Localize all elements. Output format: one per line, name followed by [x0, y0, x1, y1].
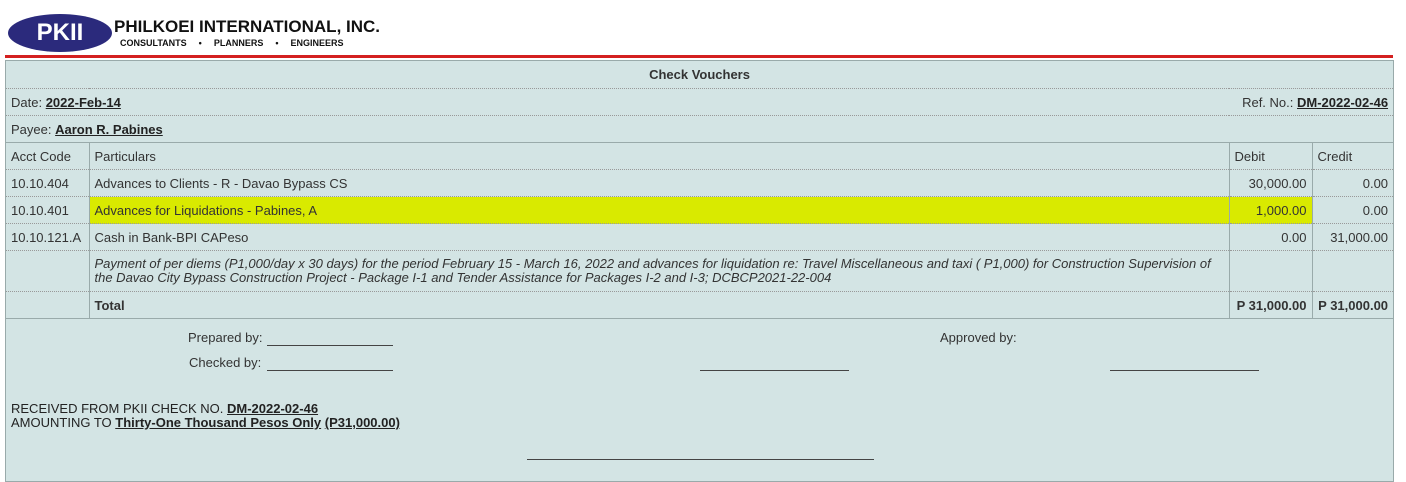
value: (P31,000.00)	[324, 415, 400, 430]
cell: 10.10.404	[6, 169, 90, 197]
table-header: Acct Code Particulars Debit Credit	[6, 142, 1394, 170]
sign-line	[527, 459, 874, 460]
cell-text: Cash in Bank-BPI CAPeso	[94, 229, 249, 245]
value: 2022-Feb-14	[45, 94, 121, 110]
cell-text: 10.10.404	[11, 175, 69, 191]
cell-text: 0.00	[1281, 229, 1307, 245]
tagline: CONSULTANTS • PLANNERS • ENGINEERS	[120, 38, 344, 48]
label: RECEIVED FROM PKII CHECK NO.	[11, 401, 224, 416]
column-header: Debit	[1229, 142, 1313, 170]
prepared-label: Prepared by:	[188, 330, 263, 345]
value: DM-2022-02-46	[227, 401, 319, 416]
cell: 0.00	[1229, 223, 1313, 251]
payee: Payee: Aaron R. Pabines	[6, 115, 1394, 143]
label: AMOUNTING TO	[11, 415, 112, 430]
logo: PKII	[8, 14, 112, 52]
header: PKII PHILKOEI INTERNATIONAL, INC. CONSUL…	[0, 0, 1406, 56]
total-debit: P 31,000.00	[1229, 291, 1313, 319]
description: Payment of per diems (P1,000/day x 30 da…	[89, 250, 1230, 292]
cell-text: 0.00	[1362, 202, 1389, 218]
cell	[1312, 250, 1394, 292]
cell-text: Advances for Liquidations - Pabines, A	[94, 202, 318, 218]
sign-line	[267, 345, 393, 346]
table-row: 10.10.401 Advances for Liquidations - Pab…	[6, 196, 1394, 224]
voucher: Check Vouchers Date: 2022-Feb-14 Ref. No.…	[5, 60, 1394, 482]
cell	[1229, 250, 1313, 292]
column-header: Acct Code	[6, 142, 90, 170]
cell	[6, 250, 90, 292]
cell: 10.10.121.A	[6, 223, 90, 251]
company-name: PHILKOEI INTERNATIONAL, INC.	[114, 17, 381, 36]
title: Check Vouchers	[6, 61, 1394, 89]
cell: Advances to Clients - R - Davao Bypass C…	[89, 169, 1230, 197]
cell	[6, 291, 90, 319]
total-label: Total	[89, 291, 1230, 319]
cell: 1,000.00	[1229, 196, 1313, 224]
table-row: 10.10.121.A Cash in Bank-BPI CAPeso 0.00 31…	[6, 223, 1394, 251]
cell: 0.00	[1312, 196, 1394, 224]
label: Ref. No.:	[1242, 94, 1294, 110]
receipt-line: AMOUNTING TO Thirty-One Thousand Pesos O…	[11, 416, 400, 430]
cell: Cash in Bank-BPI CAPeso	[89, 223, 1230, 251]
total-row: Total P 31,000.00 P 31,000.00	[6, 291, 1394, 319]
cell-text: 10.10.401	[11, 202, 69, 218]
cell-text: 10.10.121.A	[11, 229, 82, 245]
cell: 10.10.401	[6, 196, 90, 224]
voucher-table: Check Vouchers Date: 2022-Feb-14 Ref. No.…	[6, 61, 1394, 319]
description-row: Payment of per diems (P1,000/day x 30 da…	[6, 250, 1394, 292]
approved-label: Approved by:	[940, 330, 1017, 345]
tagline-item: PLANNERS	[213, 38, 264, 48]
cell: 31,000.00	[1312, 223, 1394, 251]
value: Thirty-One Thousand Pesos Only	[115, 415, 322, 430]
checked-label: Checked by:	[189, 355, 262, 370]
cell: Advances for Liquidations - Pabines, A	[89, 196, 1230, 224]
sign-line	[267, 370, 393, 371]
cell-text: 31,000.00	[1330, 229, 1389, 245]
value: DM-2022-02-46	[1297, 94, 1389, 110]
value: Aaron R. Pabines	[55, 121, 163, 137]
sign-line	[700, 370, 849, 371]
cell-text: 1,000.00	[1255, 202, 1307, 218]
column-header: Credit	[1312, 142, 1394, 170]
cell-text: Advances to Clients - R - Davao Bypass C…	[94, 175, 348, 191]
tagline-item: CONSULTANTS	[120, 38, 187, 48]
label: Payee:	[11, 121, 52, 137]
receipt: RECEIVED FROM PKII CHECK NO. DM-2022-02-…	[11, 402, 400, 430]
sign-line	[1110, 370, 1259, 371]
receipt-line: RECEIVED FROM PKII CHECK NO. DM-2022-02-…	[11, 402, 400, 416]
date: Date: 2022-Feb-14	[6, 88, 1229, 116]
cell: 30,000.00	[1229, 169, 1313, 197]
tagline-item: ENGINEERS	[290, 38, 344, 48]
cell: 0.00	[1312, 169, 1394, 197]
column-header: Particulars	[89, 142, 1230, 170]
divider	[5, 55, 1393, 58]
cell-text: 0.00	[1362, 175, 1389, 191]
ref: Ref. No.: DM-2022-02-46	[1229, 88, 1394, 116]
cell-text: 30,000.00	[1248, 175, 1307, 191]
label: Date:	[11, 94, 43, 110]
table-row: 10.10.404 Advances to Clients - R - Davao…	[6, 169, 1394, 197]
total-credit: P 31,000.00	[1312, 291, 1394, 319]
